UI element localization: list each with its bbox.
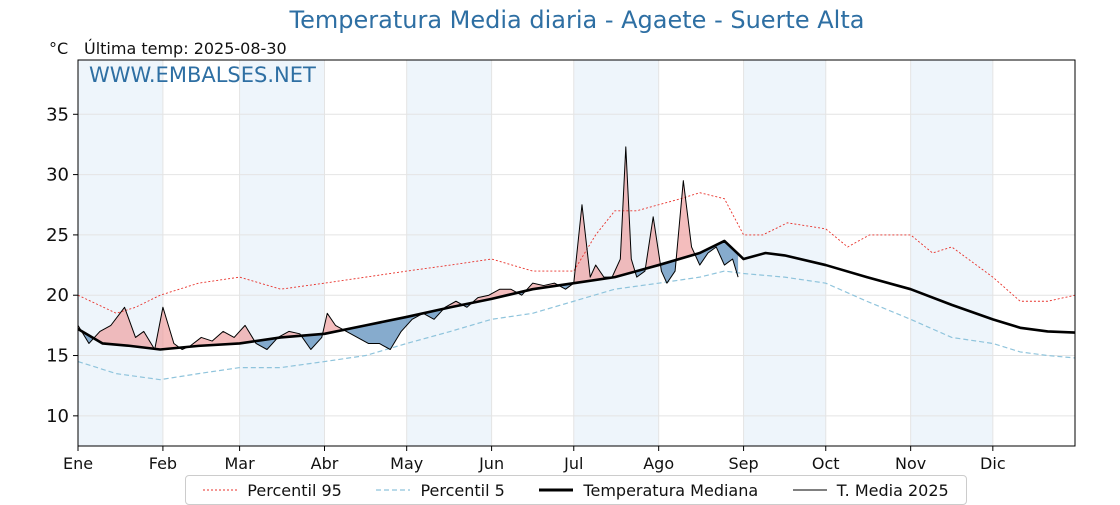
series-lines [77,146,1076,381]
legend-label-median: Temperatura Mediana [583,480,759,500]
month-band [78,60,163,446]
x-tick-label: Dic [980,454,1006,473]
anomaly-above-fill [188,325,255,347]
x-axis-ticks: Ene Feb Mar Abr May Jun Jul Ago Sep Oct Nov Dic [63,446,1006,473]
y-tick-label: 30 [46,165,69,186]
legend-label-p95: Percentil 95 [247,480,342,500]
legend-item-mean2025: T. Media 2025 [792,480,949,500]
legend-item-p5: Percentil 5 [376,480,505,500]
y-tick-label: 35 [46,104,69,125]
y-tick-label: 20 [46,285,69,306]
month-bands [78,60,993,446]
x-tick-label: Ago [643,454,674,473]
legend-label-mean2025: T. Media 2025 [836,480,949,500]
watermark: WWW.EMBALSES.NET [89,63,316,87]
series-line-p95 [77,192,1076,314]
y-tick-label: 25 [46,225,69,246]
legend-item-median: Temperatura Mediana [539,481,758,500]
legend-swatch-mean2025 [792,489,827,491]
x-tick-label: Nov [895,454,926,473]
legend-label-p5: Percentil 5 [420,480,505,500]
series-line-p5 [77,270,1076,381]
anomaly-below-fill [301,334,323,350]
anomaly-below-fill [343,308,444,350]
chart-title: Temperatura Media diaria - Agaete - Suer… [289,6,865,34]
series-line-median [77,239,1076,351]
plot-frame [77,59,1076,447]
x-tick-label: Ene [63,454,93,473]
legend: Percentil 95 Percentil 5 Temperatura Med… [185,475,967,505]
y-unit-label: °C [49,39,69,58]
x-tick-label: Sep [729,454,759,473]
x-tick-label: May [390,454,423,473]
x-tick-label: Jun [478,454,504,473]
anomaly-above-fill [322,313,344,334]
x-tick-label: Feb [149,454,177,473]
x-tick-label: Oct [812,454,840,473]
y-tick-label: 15 [46,346,69,367]
month-band [743,60,826,446]
legend-item-p95: Percentil 95 [203,481,342,500]
anomaly-above-fill [645,218,660,269]
legend-swatch-median [539,488,574,492]
x-tick-label: Abr [311,454,339,473]
month-band [406,60,492,446]
legend-swatch-p5 [376,489,411,491]
last-temp-label: Última temp: 2025-08-30 [84,39,287,58]
anomaly-above-fill [676,183,695,260]
x-tick-label: Jul [563,454,583,473]
y-tick-label: 10 [46,406,69,427]
series-line-mean2025 [77,146,739,350]
month-band [910,60,993,446]
legend-swatch-p95 [203,489,238,491]
anomaly-above-fill [93,307,154,349]
month-band [239,60,325,446]
x-tick-label: Mar [225,454,256,473]
y-axis-ticks: 10 15 20 25 30 35 [46,104,78,427]
